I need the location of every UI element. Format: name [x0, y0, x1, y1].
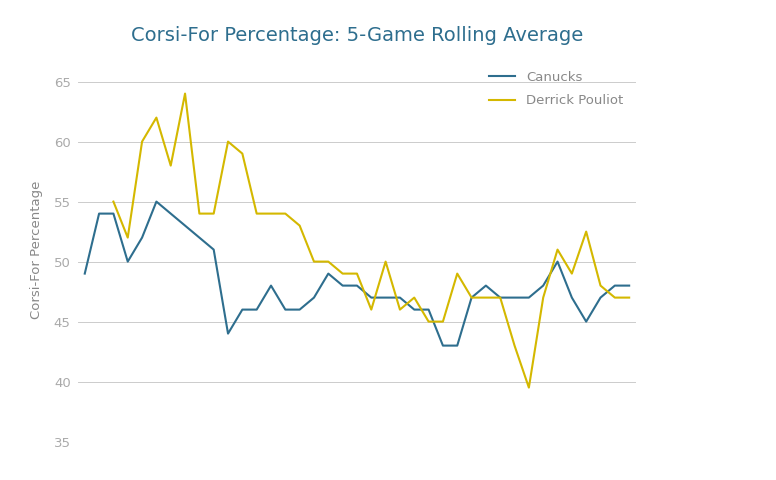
Canucks — [352, 283, 362, 288]
Derrick Pouliot — [539, 295, 548, 300]
Canucks — [481, 283, 490, 288]
Derrick Pouliot — [252, 211, 262, 216]
Canucks — [410, 307, 419, 312]
Legend: Canucks, Derrick Pouliot: Canucks, Derrick Pouliot — [483, 64, 629, 114]
Canucks — [553, 259, 562, 264]
Canucks — [295, 307, 304, 312]
Derrick Pouliot — [137, 139, 147, 144]
Derrick Pouliot — [625, 295, 634, 300]
Canucks — [625, 283, 634, 288]
Derrick Pouliot — [481, 295, 490, 300]
Line: Derrick Pouliot: Derrick Pouliot — [113, 94, 629, 388]
Canucks — [252, 307, 262, 312]
Derrick Pouliot — [123, 235, 133, 240]
Canucks — [180, 223, 189, 228]
Canucks — [496, 295, 505, 300]
Derrick Pouliot — [281, 211, 290, 216]
Derrick Pouliot — [424, 319, 433, 324]
Canucks — [424, 307, 433, 312]
Derrick Pouliot — [410, 295, 419, 300]
Derrick Pouliot — [581, 229, 591, 235]
Canucks — [324, 271, 333, 276]
Derrick Pouliot — [266, 211, 275, 216]
Canucks — [395, 295, 404, 300]
Derrick Pouliot — [381, 259, 390, 264]
Derrick Pouliot — [237, 151, 247, 156]
Canucks — [237, 307, 247, 312]
Canucks — [438, 343, 448, 348]
Derrick Pouliot — [366, 307, 376, 312]
Derrick Pouliot — [525, 385, 534, 391]
Canucks — [195, 235, 204, 240]
Derrick Pouliot — [180, 91, 189, 96]
Derrick Pouliot — [338, 271, 348, 276]
Canucks — [581, 319, 591, 324]
Derrick Pouliot — [395, 307, 404, 312]
Canucks — [310, 295, 319, 300]
Derrick Pouliot — [295, 223, 304, 228]
Canucks — [510, 295, 519, 300]
Derrick Pouliot — [152, 115, 161, 120]
Canucks — [123, 259, 133, 264]
Derrick Pouliot — [467, 295, 476, 300]
Title: Corsi-For Percentage: 5-Game Rolling Average: Corsi-For Percentage: 5-Game Rolling Ave… — [131, 26, 583, 45]
Canucks — [266, 283, 275, 288]
Derrick Pouliot — [438, 319, 448, 324]
Canucks — [567, 295, 577, 300]
Derrick Pouliot — [324, 259, 333, 264]
Derrick Pouliot — [352, 271, 362, 276]
Line: Canucks: Canucks — [85, 202, 629, 346]
Canucks — [80, 271, 89, 276]
Canucks — [137, 235, 147, 240]
Canucks — [152, 199, 161, 204]
Canucks — [381, 295, 390, 300]
Derrick Pouliot — [209, 211, 218, 216]
Canucks — [596, 295, 605, 300]
Y-axis label: Corsi-For Percentage: Corsi-For Percentage — [29, 180, 43, 319]
Derrick Pouliot — [496, 295, 505, 300]
Canucks — [281, 307, 290, 312]
Canucks — [539, 283, 548, 288]
Canucks — [467, 295, 476, 300]
Canucks — [366, 295, 376, 300]
Canucks — [338, 283, 348, 288]
Derrick Pouliot — [567, 271, 577, 276]
Canucks — [525, 295, 534, 300]
Canucks — [452, 343, 462, 348]
Derrick Pouliot — [510, 343, 519, 348]
Derrick Pouliot — [223, 139, 233, 144]
Derrick Pouliot — [596, 283, 605, 288]
Canucks — [166, 211, 175, 216]
Canucks — [95, 211, 104, 216]
Derrick Pouliot — [553, 247, 562, 252]
Derrick Pouliot — [452, 271, 462, 276]
Canucks — [610, 283, 619, 288]
Derrick Pouliot — [195, 211, 204, 216]
Canucks — [223, 331, 233, 336]
Derrick Pouliot — [610, 295, 619, 300]
Canucks — [109, 211, 118, 216]
Canucks — [209, 247, 218, 252]
Derrick Pouliot — [109, 199, 118, 204]
Derrick Pouliot — [310, 259, 319, 264]
Derrick Pouliot — [166, 163, 175, 168]
